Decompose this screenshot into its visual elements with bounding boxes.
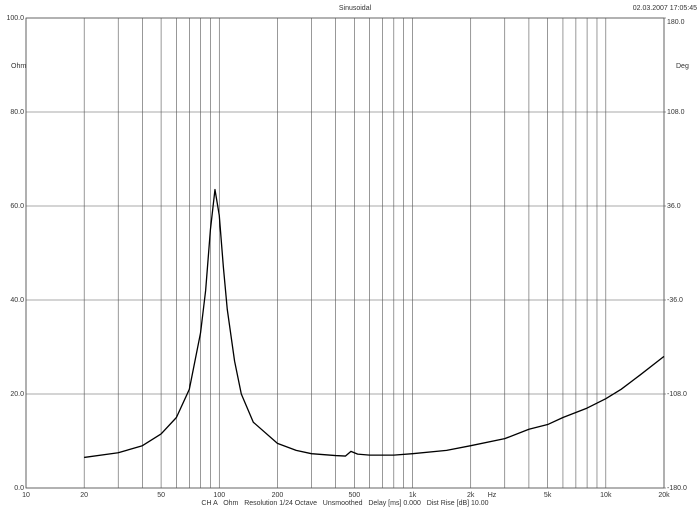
x-tick-label: 2k	[467, 492, 475, 499]
impedance-curve	[84, 188, 665, 459]
x-tick-label: 1k	[409, 492, 417, 499]
y-tick-label: 0.0	[14, 485, 24, 492]
timestamp: 02.03.2007 17:05:45	[633, 5, 697, 12]
y-tick-label: 80.0	[10, 109, 24, 116]
x-tick-label: 200	[272, 492, 284, 499]
y-tick-label: 60.0	[10, 203, 24, 210]
y2-tick-label: 108.0	[667, 109, 685, 116]
y-tick-label: 100.0	[6, 15, 24, 22]
x-tick-label: 500	[349, 492, 361, 499]
x-tick-label: 5k	[544, 492, 552, 499]
x-tick-label: 100	[213, 492, 225, 499]
x-tick-label: 10k	[600, 492, 612, 499]
y2-tick-label: -108.0	[667, 391, 687, 398]
y2-tick-label: -36.0	[667, 297, 683, 304]
y2-tick-label: 180.0	[667, 19, 685, 26]
plot-frame	[25, 17, 665, 489]
x-tick-label: 10	[22, 492, 30, 499]
y2-axis-label: Deg	[676, 63, 689, 70]
x-tick-label: 20	[80, 492, 88, 499]
chart-title: Sinusoidal	[339, 5, 372, 12]
y2-tick-label: -180.0	[667, 485, 687, 492]
y-tick-label: 20.0	[10, 391, 24, 398]
x-axis-label: Hz	[488, 492, 497, 499]
x-tick-label: 50	[157, 492, 165, 499]
x-tick-label: 20k	[658, 492, 670, 499]
caption: CH A Ohm Resolution 1/24 Octave Unsmooth…	[201, 500, 488, 507]
y-axis-label: Ohm	[11, 63, 26, 70]
y-tick-label: 40.0	[10, 297, 24, 304]
y2-tick-label: 36.0	[667, 203, 681, 210]
